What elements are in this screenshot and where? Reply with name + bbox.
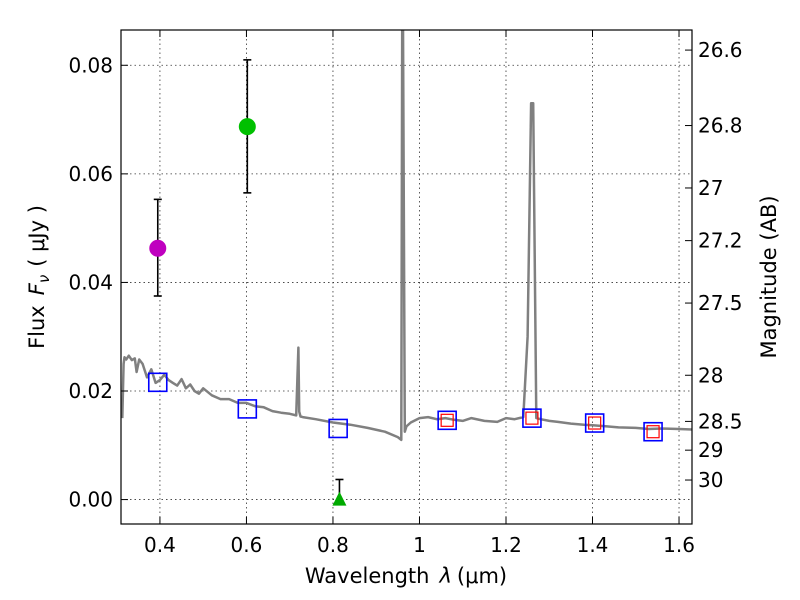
y-axis-label: Flux Fν ( μJy ) bbox=[25, 205, 53, 349]
model-photometry-square bbox=[522, 408, 542, 428]
y2-tick-label: 28.5 bbox=[698, 409, 743, 433]
axis-labels: Wavelength λ (μm) Flux Fν ( μJy ) Magnitude … bbox=[25, 195, 781, 588]
x-tick-label: 1 bbox=[413, 533, 426, 557]
y2-tick-label: 26.6 bbox=[698, 38, 743, 62]
model-photometry-square bbox=[584, 413, 605, 433]
observed-photometry-square bbox=[525, 411, 539, 425]
x-axis-label-unit: (μm) bbox=[457, 564, 507, 588]
x-axis-label: Wavelength λ (μm) bbox=[305, 564, 507, 588]
model-photometry-square bbox=[437, 410, 457, 431]
model-photometry-square bbox=[237, 399, 258, 419]
y2-tick-label: 29 bbox=[698, 438, 723, 462]
y2-tick-label: 27 bbox=[698, 176, 723, 200]
observed-point-circle bbox=[149, 239, 167, 257]
y-tick-label: 0.00 bbox=[68, 488, 113, 512]
plot-frame bbox=[120, 29, 693, 525]
y-tick-label: 0.08 bbox=[68, 53, 113, 77]
model-photometry-square bbox=[643, 421, 663, 442]
y-tick-label: 0.02 bbox=[68, 379, 113, 403]
plot-area bbox=[121, 30, 692, 506]
x-tick-label: 1.4 bbox=[577, 533, 609, 557]
x-tick-label: 0.8 bbox=[317, 533, 349, 557]
observed-photometry-square bbox=[440, 413, 454, 427]
y2-tick-label: 30 bbox=[698, 468, 723, 492]
model-photometry-square bbox=[328, 418, 348, 439]
spectrum-line bbox=[121, 30, 692, 442]
y-tick-label: 0.06 bbox=[68, 162, 113, 186]
x-tick-label: 0.6 bbox=[231, 533, 263, 557]
y2-tick-label: 27.2 bbox=[698, 229, 743, 253]
x-tick-label: 1.6 bbox=[663, 533, 695, 557]
x-axis-label-symbol: λ bbox=[438, 564, 451, 588]
y2-tick-label: 26.8 bbox=[698, 114, 743, 138]
y-tick-label: 0.04 bbox=[68, 270, 113, 294]
y-axis-label-subscript: ν bbox=[35, 275, 53, 283]
x-axis-label-text: Wavelength bbox=[305, 564, 430, 588]
grid-lines bbox=[121, 30, 692, 524]
y2-tick-label: 28 bbox=[698, 363, 723, 387]
model-photometry-square bbox=[147, 372, 168, 393]
observed-point-triangle bbox=[332, 491, 347, 506]
observed-point-circle bbox=[238, 118, 256, 136]
y2-axis-label: Magnitude (AB) bbox=[757, 195, 781, 358]
y-axis-label-symbol: F bbox=[25, 282, 49, 295]
x-tick-label: 0.4 bbox=[144, 533, 176, 557]
y-axis-label-unit: ( μJy ) bbox=[25, 205, 49, 267]
y2-tick-label: 27.5 bbox=[698, 291, 743, 315]
observed-photometry-square bbox=[646, 425, 660, 439]
observed-photometry-square bbox=[588, 416, 602, 430]
y-axis-label-text: Flux bbox=[25, 305, 49, 349]
x-tick-label: 1.2 bbox=[490, 533, 522, 557]
axis-ticks: 0.4 0.6 0.8 1 1.2 1.4 1.6 0.00 0.02 0.04 0.06 0.08 2… bbox=[68, 30, 743, 557]
